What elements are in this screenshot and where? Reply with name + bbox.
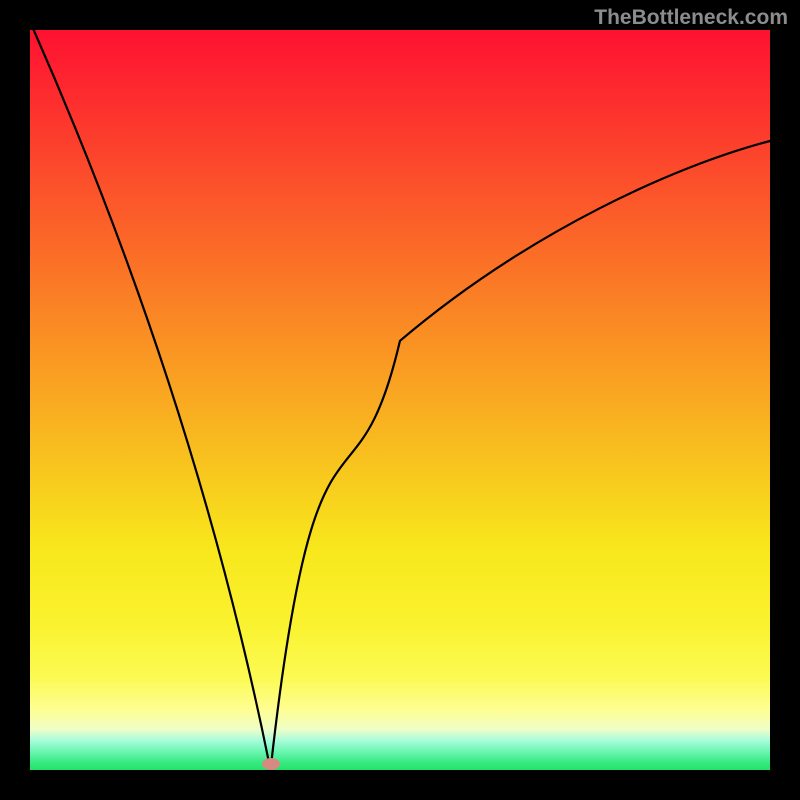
bottleneck-marker [262,758,280,770]
gradient-background [30,30,770,770]
watermark-text: TheBottleneck.com [594,6,788,30]
plot-area [30,30,770,770]
bottleneck-curve [30,30,770,770]
